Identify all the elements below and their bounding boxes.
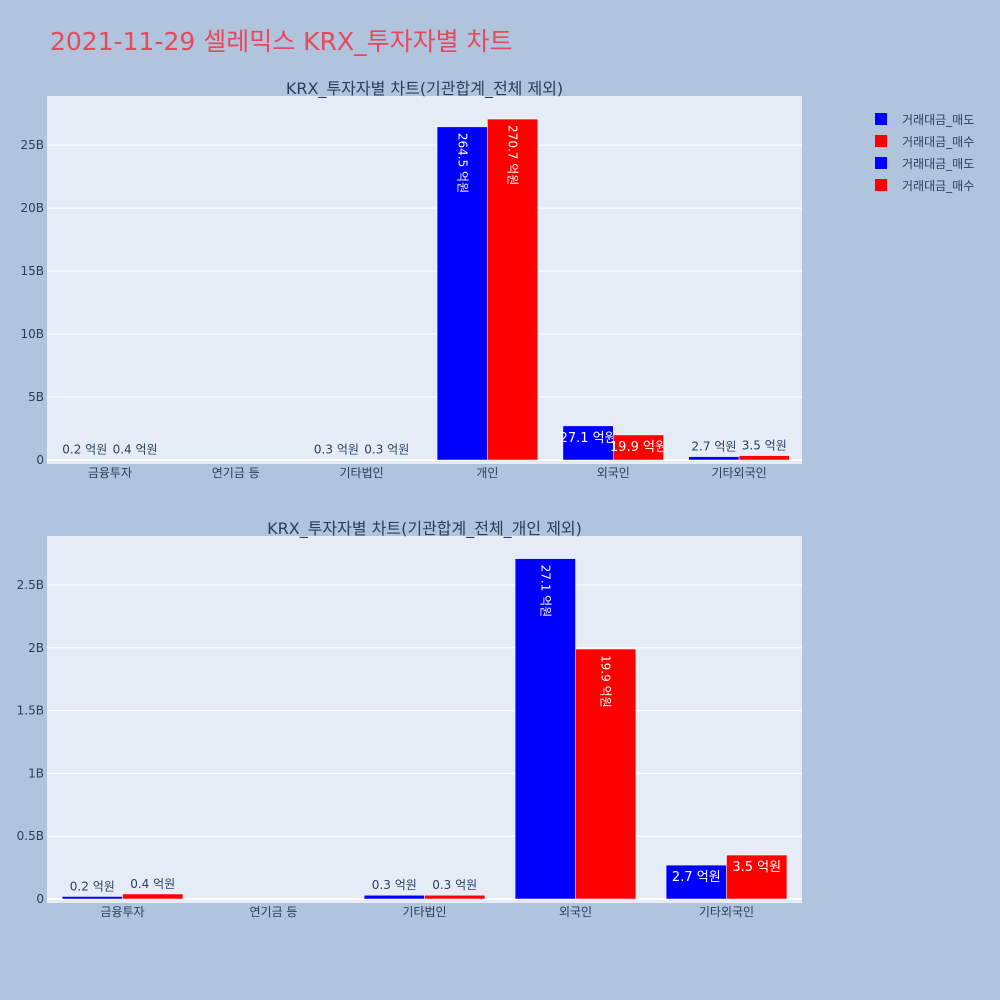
data-label: 270.7 억원 [506,125,520,185]
y-tick-label: 0 [36,453,44,467]
legend-label: 거래대금_매도 [902,112,975,127]
chart-title: KRX_투자자별 차트(기관합계_전체_개인 제외) [267,519,582,539]
legend-item[interactable]: 거래대금_매수 [875,174,974,196]
bar [109,459,161,461]
x-tick-label: 외국인 [559,905,592,919]
bar [738,455,790,461]
y-tick-label: 0 [36,892,44,906]
legend-label: 거래대금_매도 [902,156,975,171]
data-label: 0.4 억원 [130,877,175,891]
y-tick-label: 2B [28,641,44,655]
legend-swatch [875,157,887,169]
x-tick-label: 기타외국인 [711,466,766,480]
legend-label: 거래대금_매수 [902,178,975,193]
bar [562,425,614,461]
bar [363,894,425,900]
legend-item[interactable]: 거래대금_매수 [875,130,974,152]
x-tick-label: 금융투자 [88,466,132,480]
data-label: 0.3 억원 [432,878,477,892]
legend-swatch [875,113,887,125]
bar [665,864,727,900]
x-tick-label: 기타법인 [402,905,446,919]
y-tick-label: 20B [20,201,44,215]
data-label: 0.2 억원 [62,443,107,457]
bar [688,456,740,461]
legend-swatch [875,179,887,191]
chart-title: KRX_투자자별 차트(기관합계_전체 제외) [286,79,563,99]
data-label: 0.2 억원 [70,879,115,893]
data-label: 2.7 억원 [672,870,721,885]
y-tick-label: 1.5B [17,704,44,718]
bar [59,459,111,461]
y-tick-label: 10B [20,327,44,341]
data-label: 264.5 억원 [455,133,469,193]
data-label: 19.9 억원 [599,655,613,708]
legend: 거래대금_매도 거래대금_매수 거래대금_매도 거래대금_매수 [875,108,974,196]
x-tick-label: 외국인 [597,466,630,480]
bar [311,459,362,461]
page-title: 2021-11-29 셀레믹스 KRX_투자자별 차트 [50,27,513,56]
legend-item[interactable]: 거래대금_매도 [875,108,974,130]
chart-2: 0 0.5B 1B 1.5B 2B 2.5B KRX_투자자별 차트(기관합계_전체_개인 … [17,519,802,919]
data-label: 0.3 억원 [364,443,409,457]
x-tick-label: 연기금 등 [250,905,298,919]
bar [613,434,664,461]
x-tick-label: 금융투자 [100,905,144,919]
y-tick-label: 5B [28,390,44,404]
x-tick-label: 연기금 등 [212,466,260,480]
legend-item[interactable]: 거래대금_매도 [875,152,974,174]
bar [514,558,576,900]
y-tick-label: 25B [20,138,44,152]
data-label: 27.1 억원 [560,431,617,446]
plot-area [47,536,802,903]
data-label: 0.3 억원 [372,878,417,892]
y-tick-label: 2.5B [17,578,44,592]
plot-area [47,96,802,464]
chart-1: 0 5B 10B 15B 20B 25B KRX_투자자별 차트(기관합계_전체 제외) 금융… [20,79,802,480]
y-tick-label: 0.5B [17,829,44,843]
data-label: 3.5 억원 [732,860,781,875]
bar [487,118,538,461]
bar [361,459,413,461]
data-label: 27.1 억원 [538,565,552,618]
y-tick-label: 1B [28,766,44,780]
bar [122,893,184,900]
data-label: 19.9 억원 [610,440,667,455]
bar [726,854,788,900]
x-tick-label: 기타외국인 [699,905,754,919]
x-tick-label: 개인 [476,466,498,480]
data-label: 0.4 억원 [113,442,158,456]
legend-label: 거래대금_매수 [902,134,975,149]
data-label: 2.7 억원 [691,440,736,454]
data-label: 0.3 억원 [314,443,359,457]
legend-swatch [875,135,887,147]
bar [61,896,123,900]
x-tick-label: 기타법인 [339,466,383,480]
data-label: 3.5 억원 [742,439,787,453]
y-tick-label: 15B [20,264,44,278]
bar [575,648,637,900]
bar [424,894,486,900]
